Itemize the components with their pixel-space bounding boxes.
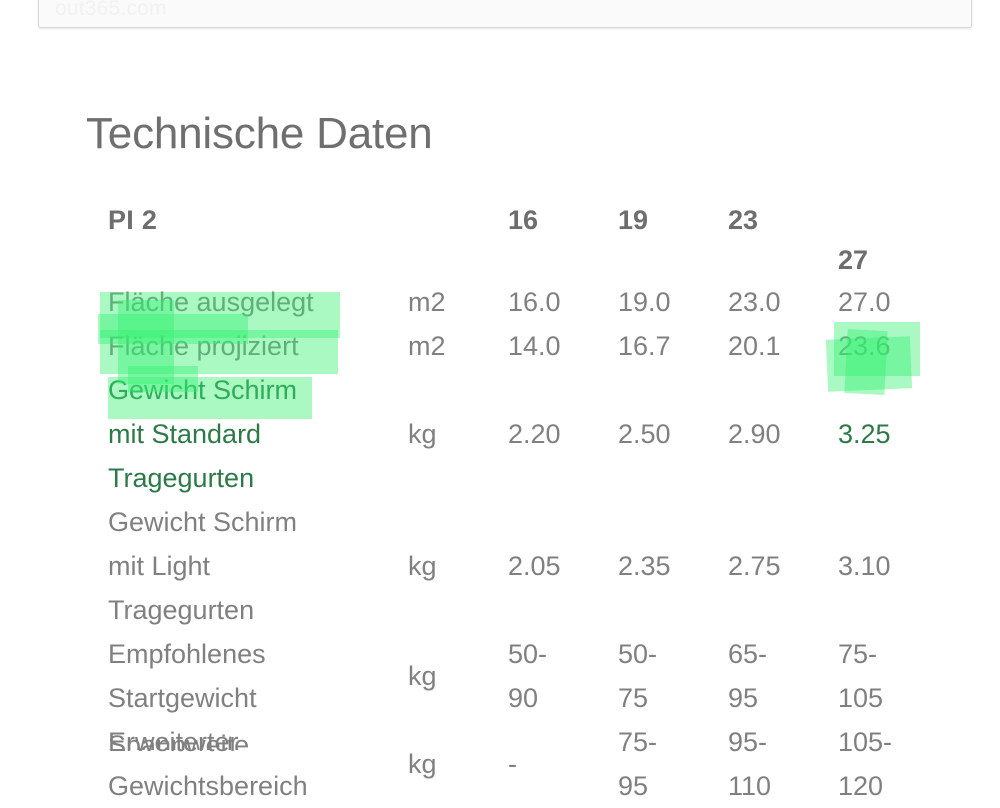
row-label: Empfohlenes Startgewicht xyxy=(108,639,266,713)
row-label: Gewicht Schirm mit Standard Tragegurten xyxy=(108,375,298,493)
row-value: 2.35 xyxy=(618,551,671,581)
row-value: 27.0 xyxy=(838,287,891,317)
table-body: Fläche ausgelegt m2 16.0 19.0 23.0 27.0 Fläche… xyxy=(108,280,948,808)
technical-data-table: PI 2 16 19 23 27 Fläche ausgelegt m2 16.0 1… xyxy=(108,158,948,808)
table-row: Gewicht Schirm mit Light Tragegurten kg 2.… xyxy=(108,500,948,632)
row-unit: kg xyxy=(408,551,437,581)
header-model-label: PI 2 xyxy=(108,205,158,235)
row-value: 2.05 xyxy=(508,551,561,581)
row-value: 3.25 xyxy=(838,419,891,449)
row-value: 95- 110 xyxy=(728,727,772,801)
top-clipped-panel[interactable]: out365.com xyxy=(38,0,972,28)
row-label: Gewicht Schirm mit Light Tragegurten xyxy=(108,507,298,625)
row-value: 23.6 xyxy=(838,331,891,361)
row-value: 50- 90 xyxy=(508,639,548,713)
header-unit-cell xyxy=(408,160,508,280)
row-value: - xyxy=(508,749,517,779)
clipped-next-row-label: Spannweite xyxy=(108,730,250,750)
row-value: 75- 95 xyxy=(618,727,658,801)
row-value: 75- 105 xyxy=(838,639,884,713)
header-highlight-box xyxy=(826,158,911,198)
row-value: 2.20 xyxy=(508,419,561,449)
row-value: 3.10 xyxy=(838,551,891,581)
table-row: Gewicht Schirm mit Standard Tragegurten k… xyxy=(108,368,948,500)
header-size-27-highlighted: 27 xyxy=(826,158,948,280)
row-value: 2.50 xyxy=(618,419,671,449)
header-size-27-label: 27 xyxy=(838,245,869,275)
row-value: 23.0 xyxy=(728,287,781,317)
page-title: Technische Daten xyxy=(86,109,433,159)
row-value: 20.1 xyxy=(728,331,781,361)
row-value: 50- 75 xyxy=(618,639,658,713)
row-value: 19.0 xyxy=(618,287,671,317)
row-label: Fläche ausgelegt xyxy=(108,287,314,317)
row-unit: m2 xyxy=(408,331,446,361)
table-row: Fläche projiziert m2 14.0 16.7 20.1 23.6 xyxy=(108,324,948,368)
row-value: 105- 120 xyxy=(838,727,893,801)
row-value: 65- 95 xyxy=(728,639,768,713)
row-unit: kg xyxy=(408,661,437,691)
row-value: 16.7 xyxy=(618,331,671,361)
header-size-23: 23 xyxy=(728,205,759,235)
row-value: 14.0 xyxy=(508,331,561,361)
row-value: 16.0 xyxy=(508,287,561,317)
row-label: Fläche projiziert xyxy=(108,331,299,361)
row-value: 2.75 xyxy=(728,551,781,581)
table-header-row: PI 2 16 19 23 27 xyxy=(108,158,948,280)
page-content: Technische Daten PI 2 16 19 23 27 Fläche… xyxy=(86,109,920,801)
row-value: 2.90 xyxy=(728,419,781,449)
top-panel-url-text: out365.com xyxy=(55,0,167,20)
header-size-19: 19 xyxy=(618,205,649,235)
row-unit: kg xyxy=(408,419,437,449)
table-row: Fläche ausgelegt m2 16.0 19.0 23.0 27.0 xyxy=(108,280,948,324)
header-size-16: 16 xyxy=(508,205,539,235)
row-unit: kg xyxy=(408,749,437,779)
row-unit: m2 xyxy=(408,287,446,317)
table-row: Empfohlenes Startgewicht kg 50- 90 50- 75 65… xyxy=(108,632,948,720)
